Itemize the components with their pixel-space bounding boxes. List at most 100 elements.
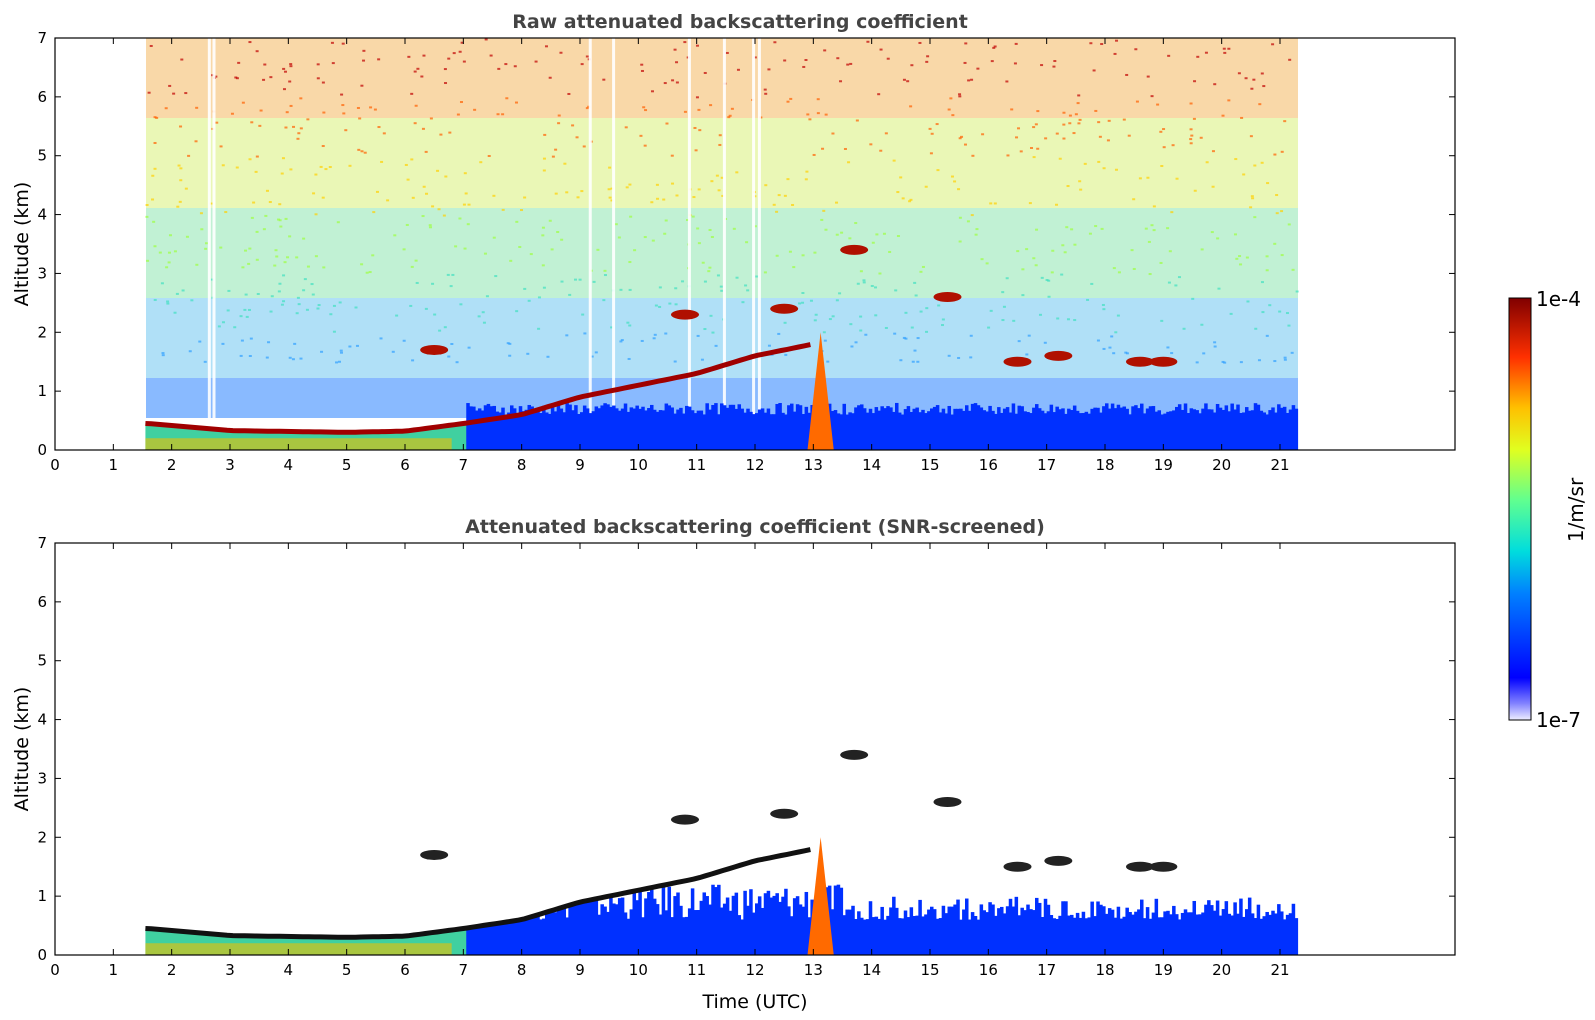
boundary-layer-column — [1192, 409, 1197, 450]
noise-pixel — [1112, 267, 1116, 270]
noise-pixel — [215, 121, 219, 124]
noise-pixel — [674, 287, 678, 290]
noise-pixel — [1078, 180, 1082, 183]
boundary-layer-column — [927, 411, 931, 450]
noise-pixel — [1021, 294, 1025, 297]
boundary-layer-column — [577, 413, 581, 450]
boundary-layer-column — [1221, 909, 1226, 955]
boundary-layer-column — [466, 928, 470, 955]
noise-pixel — [1034, 264, 1038, 267]
boundary-layer-column — [157, 424, 161, 450]
noise-pixel — [617, 236, 621, 239]
noise-pixel — [332, 330, 336, 333]
noise-pixel — [168, 234, 172, 237]
noise-pixel — [720, 289, 724, 292]
noise-pixel — [1275, 194, 1279, 197]
boundary-layer-column — [171, 930, 176, 955]
noise-pixel — [910, 64, 914, 67]
boundary-layer-column — [580, 902, 584, 955]
noise-pixel — [1073, 243, 1077, 246]
boundary-layer-column — [1142, 413, 1147, 450]
noise-pixel — [975, 228, 979, 231]
bottom-x-tick-label: 18 — [1095, 961, 1114, 979]
boundary-layer-column — [512, 408, 517, 450]
noise-pixel — [958, 240, 962, 243]
noise-pixel — [448, 131, 452, 134]
bottom-x-axis-label: Time (UTC) — [701, 991, 807, 1013]
cloud-patch — [1044, 855, 1073, 866]
noise-pixel — [1016, 250, 1020, 253]
boundary-layer-column — [168, 425, 173, 450]
boundary-layer-column — [985, 411, 989, 450]
boundary-layer-column — [1102, 906, 1106, 955]
noise-pixel — [179, 125, 183, 128]
noise-pixel — [248, 158, 252, 161]
boundary-layer-column — [1230, 915, 1234, 955]
noise-pixel — [1032, 257, 1036, 260]
bottom-x-tick-label: 9 — [575, 961, 585, 979]
noise-pixel — [848, 237, 852, 240]
data-gap-streak — [752, 38, 756, 450]
boundary-layer-column — [1177, 404, 1182, 450]
noise-pixel — [1288, 58, 1292, 61]
noise-pixel — [909, 105, 913, 108]
boundary-layer-column — [918, 412, 922, 450]
noise-pixel — [1066, 185, 1070, 188]
noise-pixel — [919, 270, 923, 273]
noise-pixel — [1043, 341, 1047, 344]
noise-pixel — [658, 286, 662, 289]
noise-pixel — [1245, 256, 1249, 259]
boundary-layer-column — [1274, 412, 1278, 450]
noise-pixel — [736, 68, 740, 71]
noise-pixel — [839, 80, 843, 83]
noise-pixel — [221, 164, 225, 167]
boundary-layer-column — [988, 902, 992, 955]
bottom-x-tick-label: 21 — [1270, 961, 1289, 979]
boundary-layer-column — [862, 408, 867, 450]
noise-pixel — [411, 359, 415, 362]
boundary-layer-column — [1096, 407, 1100, 450]
boundary-layer-column — [1285, 914, 1290, 955]
noise-pixel — [864, 333, 868, 336]
boundary-layer-column — [530, 406, 534, 450]
noise-pixel — [608, 196, 612, 199]
noise-pixel — [1170, 211, 1174, 214]
noise-pixel — [254, 170, 258, 173]
noise-pixel — [784, 353, 788, 356]
noise-pixel — [505, 97, 509, 100]
noise-pixel — [316, 307, 320, 310]
noise-pixel — [911, 360, 915, 363]
noise-pixel — [822, 331, 826, 334]
boundary-layer-column — [763, 412, 768, 450]
noise-pixel — [1073, 319, 1077, 322]
noise-pixel — [777, 194, 781, 197]
noise-pixel — [161, 354, 165, 357]
noise-pixel — [1253, 164, 1257, 167]
noise-pixel — [467, 346, 471, 349]
noise-pixel — [786, 178, 790, 181]
bottom-y-tick-label: 7 — [37, 534, 47, 552]
noise-pixel — [902, 78, 906, 81]
boundary-layer-column — [752, 414, 756, 450]
noise-pixel — [262, 78, 266, 81]
noise-pixel — [1088, 232, 1092, 235]
boundary-layer-column — [772, 414, 777, 450]
noise-pixel — [813, 251, 817, 254]
boundary-layer-column — [1198, 914, 1202, 955]
boundary-layer-column — [848, 412, 852, 450]
boundary-layer-column — [769, 414, 774, 450]
boundary-layer-column — [556, 909, 561, 955]
boundary-layer-column — [979, 904, 984, 955]
bottom-x-tick-label: 20 — [1212, 961, 1231, 979]
noise-pixel — [628, 288, 632, 291]
bottom-y-axis-label: Altitude (km) — [11, 687, 33, 812]
noise-pixel — [801, 301, 805, 304]
noise-pixel — [828, 318, 832, 321]
boundary-layer-column — [1116, 404, 1121, 450]
boundary-layer-column — [451, 930, 456, 955]
noise-pixel — [494, 275, 498, 278]
top-x-tick-label: 4 — [284, 456, 294, 474]
noise-pixel — [344, 129, 348, 132]
noise-pixel — [735, 276, 739, 279]
boundary-layer-column — [790, 403, 794, 450]
